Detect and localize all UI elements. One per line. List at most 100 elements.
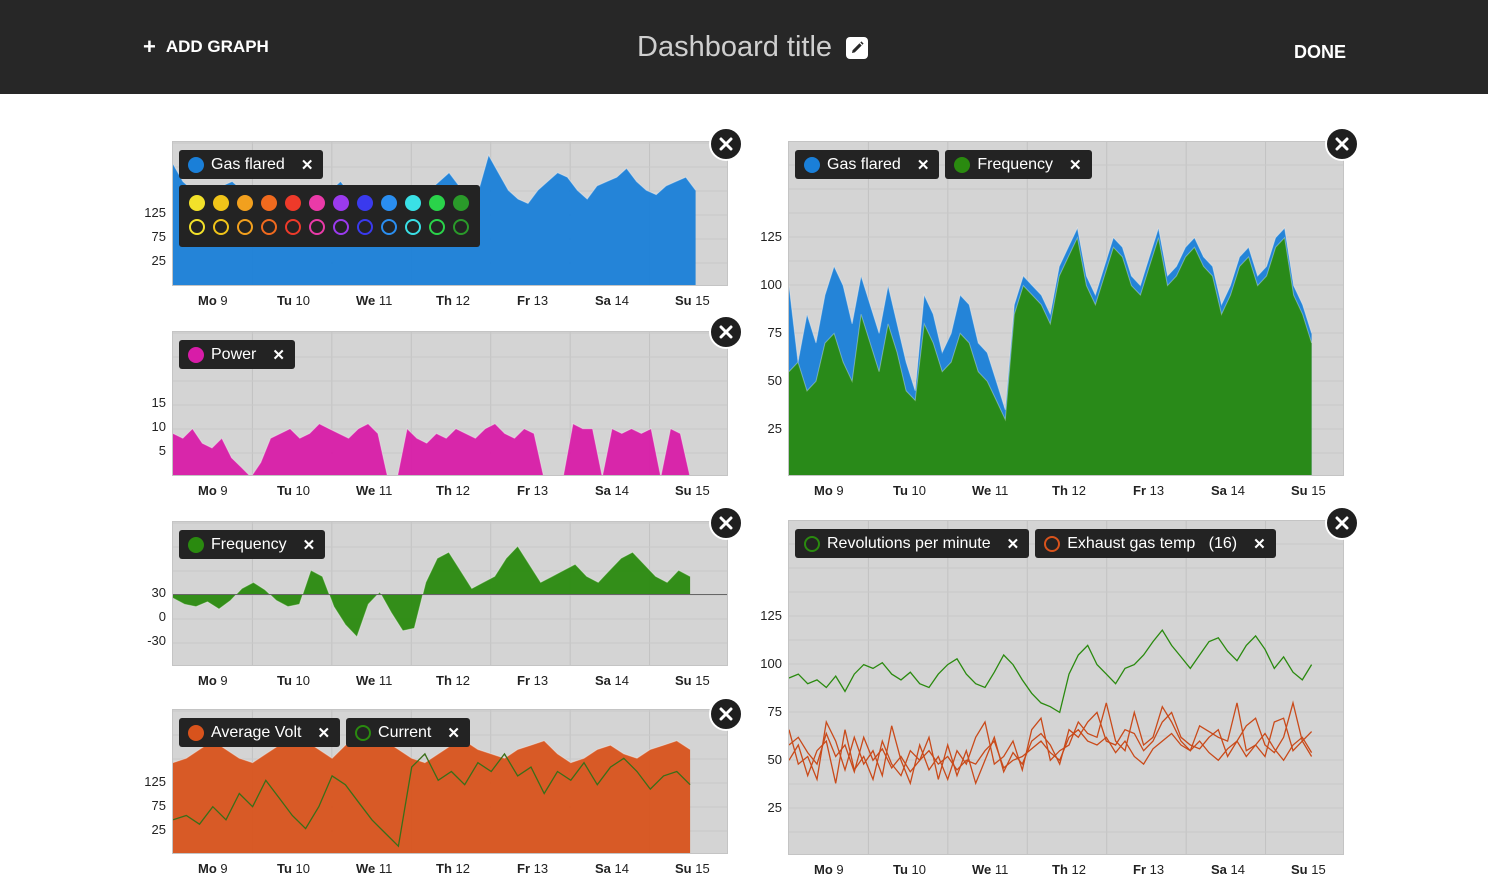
plus-icon: + [143, 34, 156, 59]
y-tick-label: 125 [760, 608, 782, 623]
close-icon [1335, 516, 1349, 530]
y-tick-label: 0 [158, 609, 166, 624]
legend-chip[interactable]: Exhaust gas temp (16) ✕ [1035, 529, 1276, 558]
x-tick-label: Sa 14 [595, 293, 629, 308]
x-tick-label: Tu 10 [893, 483, 926, 498]
day-name: Sa [1211, 862, 1227, 877]
palette-filled-swatch[interactable] [309, 195, 325, 211]
remove-series-icon[interactable]: ✕ [300, 156, 314, 174]
palette-outline-swatch[interactable] [309, 219, 325, 235]
remove-series-icon[interactable]: ✕ [447, 724, 460, 742]
remove-series-icon[interactable]: ✕ [317, 724, 331, 742]
palette-outline-swatch[interactable] [285, 219, 301, 235]
series-color-swatch[interactable] [188, 346, 204, 363]
remove-graph-button[interactable] [709, 127, 743, 161]
x-tick-label: Fr 13 [517, 293, 548, 308]
day-name: We [356, 673, 376, 688]
remove-series-icon[interactable]: ✕ [1006, 535, 1020, 553]
legend-chip[interactable]: Revolutions per minute ✕ [795, 529, 1030, 558]
palette-filled-swatch[interactable] [429, 195, 445, 211]
palette-filled-swatch[interactable] [261, 195, 277, 211]
palette-outline-swatch[interactable] [333, 219, 349, 235]
legend-chip[interactable]: Power ✕ [179, 340, 295, 369]
day-name: Fr [517, 861, 530, 876]
legend-chip[interactable]: Frequency ✕ [945, 150, 1092, 179]
palette-outline-swatch[interactable] [429, 219, 445, 235]
palette-filled-swatch[interactable] [357, 195, 373, 211]
x-tick-label: Sa 14 [1211, 483, 1245, 498]
palette-filled-swatch[interactable] [213, 195, 229, 211]
done-button[interactable]: DONE [1294, 42, 1347, 62]
remove-series-icon[interactable]: ✕ [302, 536, 316, 554]
palette-outline-swatch[interactable] [189, 219, 205, 235]
day-name: Tu [893, 483, 908, 498]
palette-outline-swatch[interactable] [453, 219, 469, 235]
remove-graph-button[interactable] [709, 315, 743, 349]
remove-graph-button[interactable] [1325, 127, 1359, 161]
y-tick-label: 75 [151, 798, 166, 813]
x-tick-label: Th 12 [436, 293, 470, 308]
palette-outline-swatch[interactable] [381, 219, 397, 235]
remove-series-icon[interactable]: ✕ [916, 156, 930, 174]
day-number: 14 [1226, 483, 1245, 498]
x-tick-label: Fr 13 [517, 483, 548, 498]
x-tick-label: Tu 10 [277, 673, 310, 688]
series-color-swatch[interactable] [355, 724, 372, 741]
x-tick-label: Su 15 [675, 673, 710, 688]
legend-chips: Gas flared ✕ Frequency ✕ [795, 150, 1092, 179]
remove-series-icon[interactable]: ✕ [272, 346, 285, 364]
palette-outline-swatch[interactable] [237, 219, 253, 235]
palette-filled-swatch[interactable] [381, 195, 397, 211]
edit-title-icon[interactable] [846, 36, 869, 59]
palette-filled-swatch[interactable] [405, 195, 421, 211]
series-color-swatch[interactable] [188, 724, 204, 741]
day-number: 10 [291, 483, 310, 498]
x-tick-label: Mo 9 [198, 673, 228, 688]
legend-chip[interactable]: Average Volt ✕ [179, 718, 341, 747]
series-color-swatch[interactable] [954, 156, 971, 173]
add-graph-label: ADD GRAPH [165, 37, 269, 56]
palette-filled-swatch[interactable] [453, 195, 469, 211]
remove-graph-button[interactable] [709, 506, 743, 540]
x-tick-label: Fr 13 [517, 861, 548, 876]
x-tick-label: Fr 13 [517, 673, 548, 688]
series-color-swatch[interactable] [1044, 535, 1061, 552]
day-name: Fr [1133, 483, 1146, 498]
legend-chip[interactable]: Gas flared ✕ [179, 150, 324, 179]
x-tick-label: We 11 [972, 483, 1008, 498]
close-icon [719, 325, 733, 339]
series-color-swatch[interactable] [804, 156, 820, 173]
palette-filled-swatch[interactable] [333, 195, 349, 211]
y-tick-label: 75 [151, 229, 166, 244]
palette-outline-swatch[interactable] [405, 219, 421, 235]
day-name: Su [675, 673, 692, 688]
palette-filled-swatch[interactable] [189, 195, 205, 211]
day-number: 14 [1226, 862, 1245, 877]
remove-series-icon[interactable]: ✕ [1068, 156, 1082, 174]
day-number: 12 [451, 293, 470, 308]
series-color-swatch[interactable] [804, 535, 820, 552]
legend-chip[interactable]: Frequency ✕ [179, 530, 326, 559]
series-line [789, 728, 1313, 774]
x-tick-label: Mo 9 [814, 862, 844, 877]
palette-outline-swatch[interactable] [213, 219, 229, 235]
palette-outline-swatch[interactable] [261, 219, 277, 235]
y-tick-label: 5 [158, 443, 166, 458]
palette-filled-swatch[interactable] [237, 195, 253, 211]
legend-chip[interactable]: Current ✕ [346, 718, 470, 747]
remove-graph-button[interactable] [1325, 506, 1359, 540]
legend-chips: Gas flared ✕ [179, 150, 324, 179]
palette-filled-swatch[interactable] [285, 195, 301, 211]
series-line [173, 423, 691, 475]
series-line [789, 700, 1313, 786]
legend-chip[interactable]: Gas flared ✕ [795, 150, 940, 179]
y-tick-label: 25 [767, 421, 782, 436]
remove-series-icon[interactable]: ✕ [1253, 535, 1266, 553]
remove-graph-button[interactable] [709, 697, 743, 731]
palette-outline-swatch[interactable] [357, 219, 373, 235]
day-number: 12 [1067, 483, 1086, 498]
series-color-swatch[interactable] [188, 536, 204, 553]
series-color-swatch[interactable] [188, 156, 204, 173]
add-graph-button[interactable]: + ADD GRAPH [143, 34, 269, 59]
day-number: 11 [375, 861, 393, 876]
